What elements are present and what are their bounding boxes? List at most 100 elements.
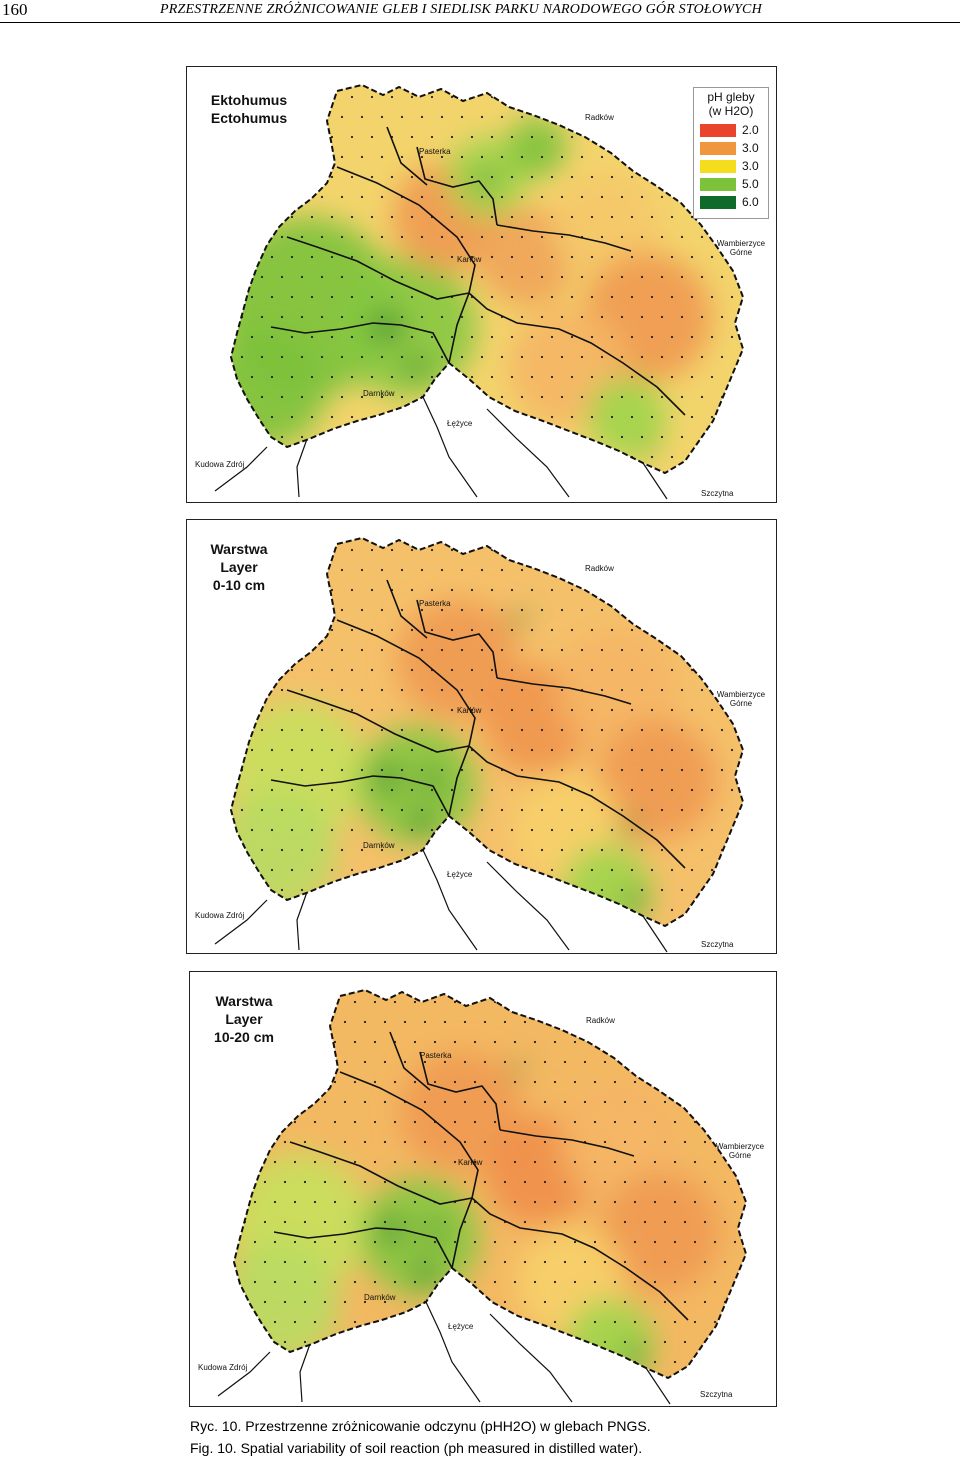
sample-point: [710, 708, 714, 712]
sample-point: [320, 355, 324, 359]
sample-point: [453, 1280, 457, 1284]
sample-point: [604, 1381, 606, 1383]
sample-point: [313, 1200, 317, 1204]
sample-point: [680, 275, 684, 279]
sample-point: [401, 476, 403, 478]
sample-point: [540, 155, 544, 159]
sample-point: [530, 215, 534, 219]
sample-point: [350, 668, 354, 672]
sample-point: [300, 568, 304, 572]
sample-point: [710, 748, 714, 752]
sample-point: [710, 548, 714, 552]
sample-point: [350, 588, 354, 592]
sample-point: [264, 1381, 266, 1383]
sample-point: [553, 1240, 557, 1244]
sample-point: [350, 455, 354, 459]
sample-point: [690, 908, 694, 912]
sample-point: [341, 476, 343, 478]
sample-point: [523, 1180, 527, 1184]
sample-point: [410, 628, 414, 632]
sample-point: [310, 295, 314, 299]
sample-point: [740, 728, 743, 732]
sample-point: [610, 375, 614, 379]
sample-point: [620, 688, 624, 692]
sample-point: [330, 788, 334, 792]
sample-point: [410, 95, 414, 99]
sample-point: [270, 748, 274, 752]
place-label-lezyce: Łężyce: [447, 419, 473, 428]
sample-point: [330, 668, 334, 672]
sample-point: [420, 235, 424, 239]
sample-point: [600, 728, 604, 732]
sample-point: [523, 1260, 527, 1264]
sample-point: [500, 195, 504, 199]
sample-point: [620, 608, 624, 612]
sample-point: [720, 235, 724, 239]
sample-point: [673, 1360, 677, 1364]
sample-point: [610, 828, 614, 832]
inner-boundary: [289, 1141, 473, 1205]
sample-point: [430, 135, 434, 139]
road-line: [486, 861, 570, 951]
sample-point: [713, 1240, 717, 1244]
sample-point: [480, 315, 484, 319]
sample-point: [580, 155, 584, 159]
sample-point: [240, 648, 244, 652]
sample-point: [523, 1100, 527, 1104]
sample-point: [650, 95, 654, 99]
sample-point: [673, 1040, 677, 1044]
sample-point: [700, 275, 704, 279]
sample-point: [490, 215, 494, 219]
sample-point: [393, 1360, 397, 1364]
sample-point: [390, 908, 394, 912]
sample-point: [743, 1020, 746, 1024]
sample-point: [600, 608, 604, 612]
sample-point: [620, 768, 624, 772]
sample-point: [333, 1080, 337, 1084]
sample-point: [463, 1100, 467, 1104]
sample-point: [390, 868, 394, 872]
sample-point: [560, 195, 564, 199]
sample-point: [410, 455, 414, 459]
sample-point: [250, 868, 254, 872]
sample-point: [353, 1120, 357, 1124]
sample-point: [733, 1040, 737, 1044]
sample-point: [660, 355, 664, 359]
sample-point: [713, 1200, 717, 1204]
sample-point: [490, 908, 494, 912]
sample-point: [241, 476, 243, 478]
sample-point: [300, 115, 304, 119]
sample-point: [600, 768, 604, 772]
sample-point: [381, 929, 383, 931]
sample-point: [660, 195, 664, 199]
sample-point: [293, 1080, 297, 1084]
sample-point: [403, 1260, 407, 1264]
inner-boundary: [336, 166, 476, 294]
sample-point: [550, 588, 554, 592]
sample-point: [383, 1260, 387, 1264]
sample-point: [300, 275, 304, 279]
sample-point: [713, 1040, 717, 1044]
sample-point: [560, 688, 564, 692]
sample-point: [263, 1340, 267, 1344]
sample-point: [543, 1300, 547, 1304]
sample-point: [550, 215, 554, 219]
road-line: [217, 1351, 271, 1397]
sample-point: [440, 648, 444, 652]
sample-point: [710, 668, 714, 672]
sample-point: [490, 708, 494, 712]
sample-point: [680, 315, 684, 319]
sample-point: [420, 608, 424, 612]
sample-point: [363, 1100, 367, 1104]
sample-point: [483, 1020, 487, 1024]
sample-point: [250, 788, 254, 792]
sample-point: [640, 275, 644, 279]
sample-point: [393, 1000, 397, 1004]
sample-point: [420, 888, 424, 892]
road-line: [489, 1313, 573, 1403]
sample-point: [650, 868, 654, 872]
sample-point: [613, 1080, 617, 1084]
sample-point: [620, 355, 624, 359]
sample-point: [590, 868, 594, 872]
sample-point: [283, 1260, 287, 1264]
